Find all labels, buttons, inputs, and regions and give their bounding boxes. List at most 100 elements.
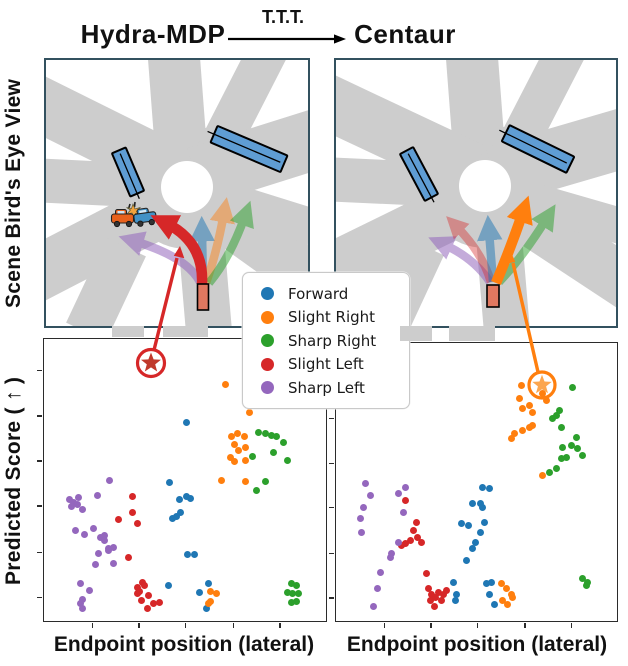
scatter-point (254, 428, 262, 436)
scatter-point (91, 561, 99, 569)
scatter-point (528, 421, 536, 429)
scatter-point (173, 513, 181, 521)
scatter-point (548, 414, 556, 422)
scatter-point (428, 590, 436, 598)
x-tick (430, 623, 432, 628)
scatter-point (206, 588, 214, 596)
scatter-point (270, 449, 278, 457)
scatter-point (226, 453, 234, 461)
scatter-point (458, 520, 466, 528)
y-tick (329, 597, 334, 599)
scatter-point (373, 585, 381, 593)
scatter-point (518, 404, 526, 412)
scatter-point (133, 520, 141, 528)
scatter-point (525, 401, 533, 409)
scatter-point (273, 433, 281, 441)
scatter-point (69, 498, 77, 506)
scatter-point (558, 443, 566, 451)
scatter-point (267, 432, 275, 440)
scatter-point (95, 550, 103, 558)
scatter-point (85, 587, 93, 595)
legend-item-sharp-left: Sharp Left (255, 379, 397, 397)
scatter-point (453, 590, 461, 598)
scatter-point (74, 500, 82, 508)
scatter-point (230, 441, 238, 449)
x-tick (138, 623, 140, 628)
legend-label: Slight Left (288, 355, 364, 373)
scatter-point (546, 469, 554, 477)
legend-dot (261, 357, 274, 371)
scatter-point (168, 514, 176, 522)
scatter-point (253, 486, 261, 494)
y-tick (37, 505, 42, 507)
scatter-point (228, 432, 236, 440)
scatter-point (574, 444, 582, 452)
scatter-point (361, 479, 369, 487)
scatter-point (80, 530, 88, 538)
scatter-point (165, 479, 173, 487)
scatter-point (569, 383, 577, 391)
y-tick (37, 460, 42, 462)
scatter-point (93, 491, 101, 499)
scatter-point (246, 408, 254, 416)
scatter-point (79, 596, 87, 604)
scatter-point (553, 464, 561, 472)
scatter-point (397, 542, 405, 550)
trajectory-arrows-hydra (118, 197, 254, 286)
scatter-point (410, 527, 418, 535)
vehicle-truck-right (207, 125, 289, 173)
scatter-point (79, 604, 87, 612)
scatter-point (359, 504, 367, 512)
scatter-point (399, 509, 407, 517)
scatter-point (242, 456, 250, 464)
scatter-point (292, 598, 300, 606)
scatter-point (75, 493, 83, 501)
scatter-point (438, 597, 446, 605)
scatter-point (401, 497, 409, 505)
scatter-point (450, 579, 458, 587)
legend-dot (261, 287, 274, 300)
ego-vehicle (196, 283, 210, 311)
scatter-point (394, 489, 402, 497)
right-model-title: Centaur (354, 19, 456, 49)
scatter-point (65, 495, 73, 503)
vehicle-truck-left (399, 146, 439, 203)
scatter-point (418, 539, 426, 547)
scatter-point (366, 492, 374, 500)
legend-label: Forward (288, 284, 349, 303)
scatter-point (203, 604, 211, 612)
scatter-point (212, 590, 220, 598)
scatter-point (288, 590, 296, 598)
scatter-point (67, 502, 75, 510)
scatter-point (568, 441, 576, 449)
scatter-point (96, 534, 104, 542)
scatter-point (137, 597, 145, 605)
scatter-point (76, 580, 84, 588)
ego-vehicle (486, 284, 500, 308)
scatter-point (249, 453, 257, 461)
scatter-point (515, 394, 523, 402)
scatter-point (100, 531, 108, 539)
scatter-point (573, 433, 581, 441)
legend-item-slight-right: Slight Right (255, 308, 397, 326)
scatter-point (477, 500, 485, 508)
scatter-point (115, 515, 123, 523)
legend-label: Slight Right (288, 308, 376, 326)
vehicle-truck-left (111, 146, 145, 199)
scatter-point (182, 418, 190, 426)
scatter-point (510, 429, 518, 437)
scatter-point (452, 597, 460, 605)
trajectory-slight-left-selected (150, 215, 208, 285)
bev-row-label: Scene Bird's Eye View (2, 78, 25, 308)
scatter-point (235, 446, 243, 454)
scatter-point (558, 454, 566, 462)
score-axis-label: Predicted Score ( ↑ ) (2, 376, 25, 586)
y-tick (329, 418, 334, 420)
scatter-point (240, 432, 248, 440)
scatter-point (205, 600, 213, 608)
scatter-point (133, 584, 141, 592)
scatter-point (261, 477, 269, 485)
scatter-point (144, 592, 152, 600)
x-tick (524, 623, 526, 628)
scatter-point (183, 551, 191, 559)
